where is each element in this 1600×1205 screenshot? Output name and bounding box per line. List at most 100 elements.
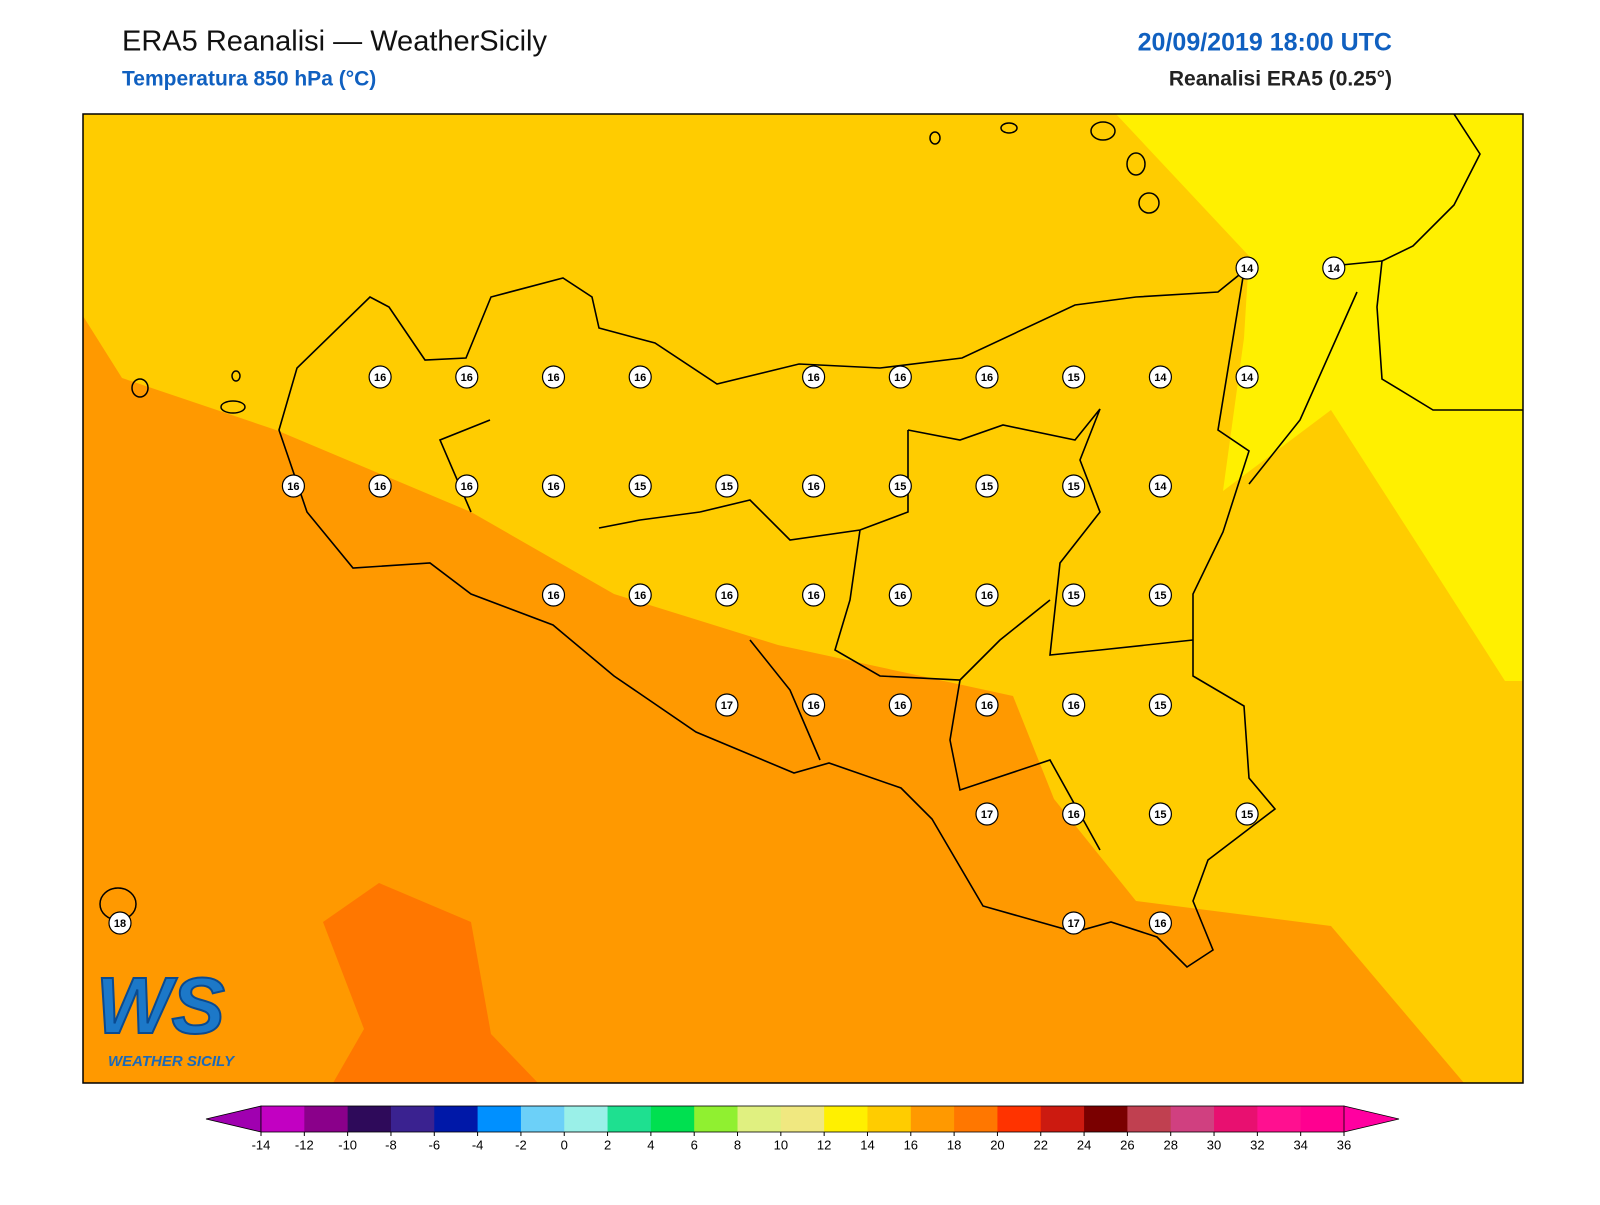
station-value: 17 [981,809,993,821]
colorbar-tick-label: 26 [1120,1137,1134,1152]
station-marker [715,474,739,498]
station-marker [368,365,392,389]
logo: WS WEATHER SICILY [95,960,236,1070]
station-value: 15 [1154,809,1166,821]
station-marker [801,365,826,389]
stations: 14 14 16 16 16 16 16 16 16 15 14 14 16 16 16 16 15 15 16 15… [108,256,1346,935]
colorbar-swatch [520,1106,565,1132]
station-marker [628,365,652,389]
colorbar-swatch [261,1106,305,1132]
station-marker [888,474,912,498]
colorbar-swatch [1257,1106,1302,1132]
station-value: 16 [634,590,646,602]
station-value: 16 [461,481,473,493]
station-marker [1062,474,1086,498]
station-value: 15 [1068,481,1080,493]
station-marker [1062,365,1086,389]
station-value: 16 [721,590,733,602]
station-marker [888,693,912,717]
station-value: 16 [981,372,993,384]
station-value: 16 [807,481,819,493]
coastline [278,114,1523,969]
colorbar-swatch [910,1106,955,1132]
colorbar-swatch [607,1106,652,1132]
station-value: 16 [1068,700,1080,712]
station-marker [455,365,479,389]
datetime: 20/09/2019 18:00 UTC [1138,29,1392,57]
colorbar-tick-label: 30 [1207,1137,1221,1152]
colorbar-swatch [1084,1106,1128,1132]
colorbar-swatch [1040,1106,1085,1132]
station-value: 15 [1154,590,1166,602]
source: Reanalisi ERA5 (0.25°) [1169,68,1392,91]
colorbar-tick-label: 10 [774,1137,788,1152]
colorbar-tick-label: 20 [990,1137,1004,1152]
colorbar-swatch [390,1106,435,1132]
station-marker [1148,474,1173,498]
logo-mark: WS [96,961,225,1050]
field-band [323,883,538,1083]
station-value: 16 [634,372,646,384]
station-value: 15 [721,481,733,493]
colorbar-swatch [997,1106,1042,1132]
colorbar: -14 -12 -10 -8 -6 -4 -2 0 2 4 6 8 10 12 14 16 18 20 22 24 26… [205,1105,1400,1152]
subtitle: Temperatura 850 hPa (°C) [122,68,376,91]
colorbar-frame [260,1105,1345,1133]
colorbar-swatch [954,1106,998,1132]
station-value: 16 [1154,918,1166,930]
station-value: 15 [1241,809,1253,821]
station-value: 16 [374,481,386,493]
station-marker [1235,802,1259,826]
station-marker [888,583,912,607]
logo-caption: WEATHER SICILY [108,1053,236,1070]
station-value: 16 [894,372,906,384]
station-marker [1062,802,1086,826]
station-marker [541,474,566,498]
station-marker [368,474,392,498]
colorbar-tick-label: -6 [428,1137,440,1152]
station-value: 14 [1241,372,1254,384]
station-value: 17 [1068,918,1080,930]
station-value: 18 [114,918,126,930]
colorbar-tick-label: 4 [647,1137,654,1152]
station-value: 16 [287,481,299,493]
station-marker [1235,256,1259,280]
station-value: 14 [1154,481,1167,493]
colorbar-swatch [1214,1106,1258,1132]
station-value: 15 [1154,700,1166,712]
station-value: 14 [1154,372,1167,384]
colorbar-tick-label: 6 [691,1137,698,1152]
station-value: 14 [1241,263,1254,275]
station-value: 14 [1328,263,1341,275]
colorbar-tick-label: 32 [1250,1137,1264,1152]
colorbar-swatch [477,1106,522,1132]
station-value: 16 [981,700,993,712]
station-marker [975,693,999,717]
station-marker [888,365,912,389]
colorbar-swatch [867,1106,912,1132]
station-marker [1148,693,1173,717]
colorbar-under [205,1105,262,1133]
station-value: 16 [374,372,386,384]
colorbar-swatch [1300,1106,1345,1132]
colorbar-tick-label: -12 [295,1137,314,1152]
colorbar-swatch [737,1106,782,1132]
station-value: 15 [894,481,906,493]
station-value: 16 [807,372,819,384]
station-value: 16 [894,700,906,712]
colorbar-tick-label: 2 [604,1137,611,1152]
colorbar-swatch [347,1106,392,1132]
station-marker [801,583,826,607]
colorbar-tick-label: -2 [515,1137,527,1152]
colorbar-swatch [824,1106,868,1132]
colorbar-swatch [564,1106,609,1132]
title: ERA5 Reanalisi — WeatherSicily [122,26,547,58]
station-value: 16 [1068,809,1080,821]
station-marker [628,474,652,498]
station-marker [801,474,826,498]
colorbar-tick-label: -8 [385,1137,397,1152]
station-marker [541,583,566,607]
colorbar-tick-label: 0 [561,1137,568,1152]
station-marker [975,583,999,607]
